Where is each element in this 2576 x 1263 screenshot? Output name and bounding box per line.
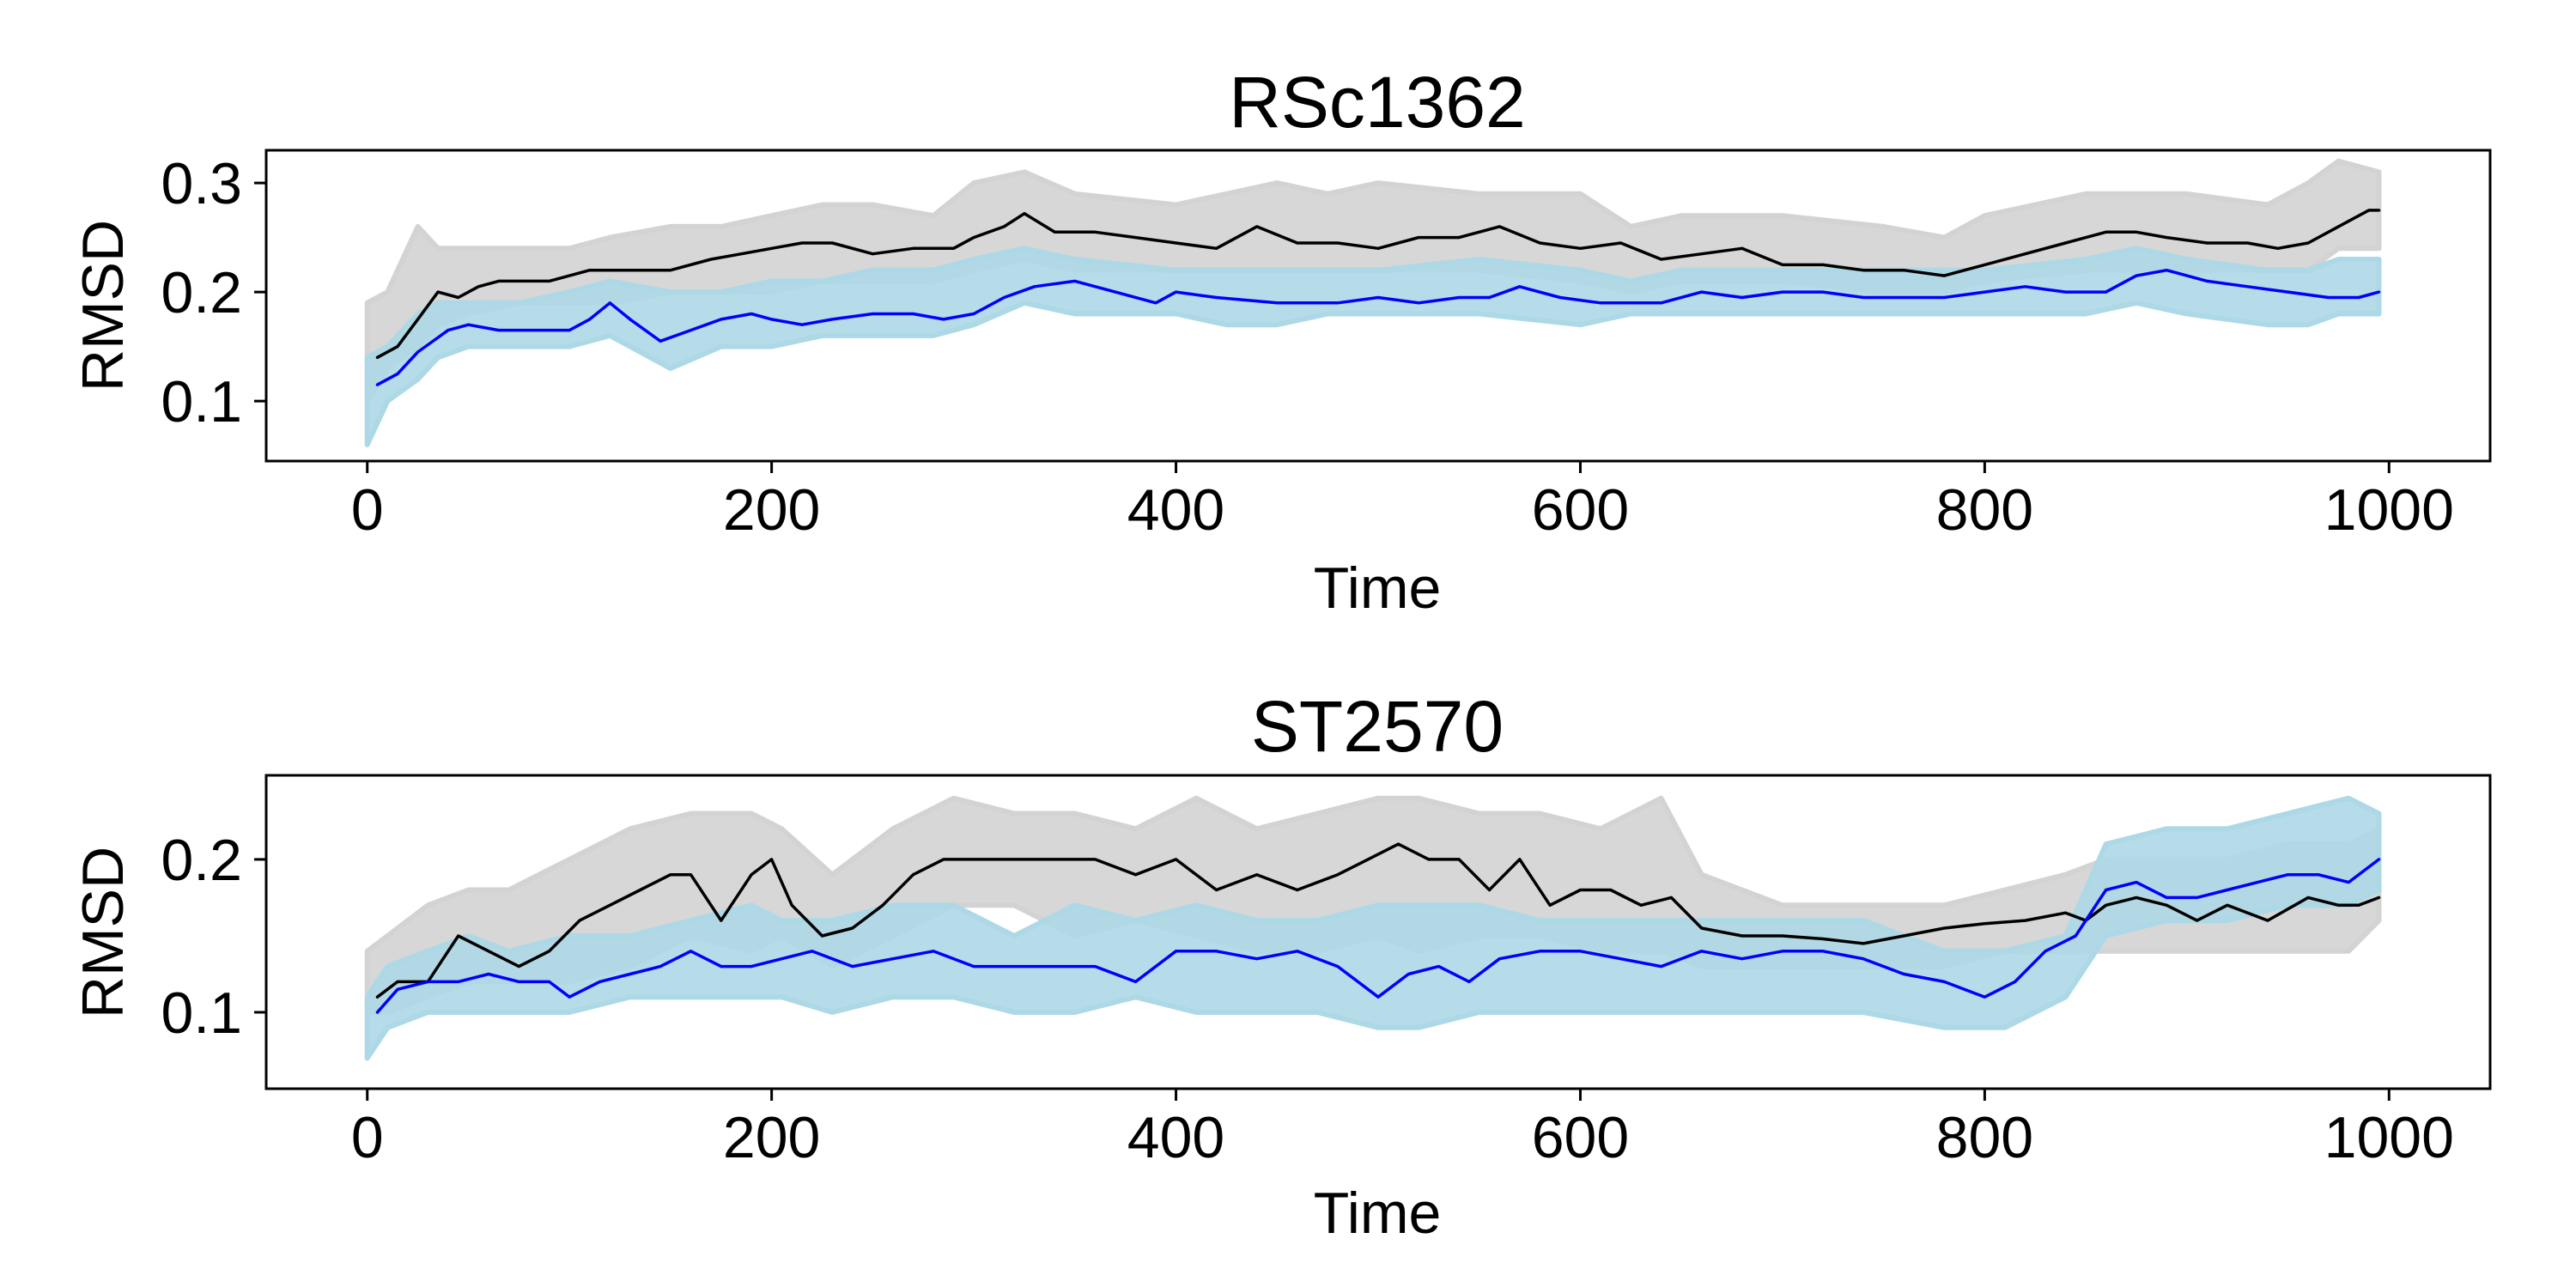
x-tick-label: 600 xyxy=(1532,1105,1629,1170)
x-tick-label: 600 xyxy=(1532,477,1629,543)
x-tick-label: 1000 xyxy=(2324,1105,2454,1170)
y-tick-label: 0.2 xyxy=(161,260,242,325)
scatter-bands xyxy=(364,795,2382,1061)
blue-moving-average-line-1 xyxy=(375,858,2381,1014)
x-axis-label: Time xyxy=(1314,1181,1442,1246)
y-tick-label: 0.3 xyxy=(161,151,242,216)
x-tick-label: 400 xyxy=(1127,477,1224,543)
y-axis-label: RMSD xyxy=(70,847,136,1018)
x-tick-label: 0 xyxy=(351,1105,384,1170)
x-tick-label: 800 xyxy=(1936,1105,2033,1170)
black-moving-average-line-0 xyxy=(375,209,2381,360)
plot-frame xyxy=(264,149,2492,463)
x-tick-label: 200 xyxy=(723,1105,820,1170)
chart-title: RSc1362 xyxy=(1229,62,1526,143)
chart-panel-st2570: ST2570 0 200 400 600 800 1000 0.1 0.2 Time RMS… xyxy=(70,686,2492,1246)
plot-frame xyxy=(264,774,2492,1090)
chart-title: ST2570 xyxy=(1251,686,1504,767)
y-axis-ticks: 0.1 0.2 0.3 xyxy=(161,151,266,434)
y-axis-label: RMSD xyxy=(70,220,136,392)
chart-panel-rsc1362: RSc1362 0 200 400 600 800 1000 0.1 0.2 0.3 Time… xyxy=(70,62,2492,621)
x-axis-ticks: 0 200 400 600 800 1000 xyxy=(351,461,2454,543)
y-tick-label: 0.1 xyxy=(161,369,242,434)
x-tick-label: 800 xyxy=(1936,477,2033,543)
y-tick-label: 0.2 xyxy=(161,828,242,893)
x-tick-label: 400 xyxy=(1127,1105,1224,1170)
black-moving-average-line-0 xyxy=(375,842,2381,999)
y-tick-label: 0.1 xyxy=(161,981,242,1046)
x-tick-label: 1000 xyxy=(2324,477,2454,543)
x-axis-ticks: 0 200 400 600 800 1000 xyxy=(351,1089,2454,1170)
series-lines xyxy=(375,209,2381,386)
lightblue-scatter-band-1 xyxy=(364,795,2382,1061)
blue-moving-average-line-1 xyxy=(375,268,2381,386)
series-lines xyxy=(375,842,2381,1014)
y-axis-ticks: 0.1 0.2 xyxy=(161,828,266,1046)
x-axis-label: Time xyxy=(1314,556,1442,621)
x-tick-label: 0 xyxy=(351,477,384,543)
x-tick-label: 200 xyxy=(723,477,820,543)
